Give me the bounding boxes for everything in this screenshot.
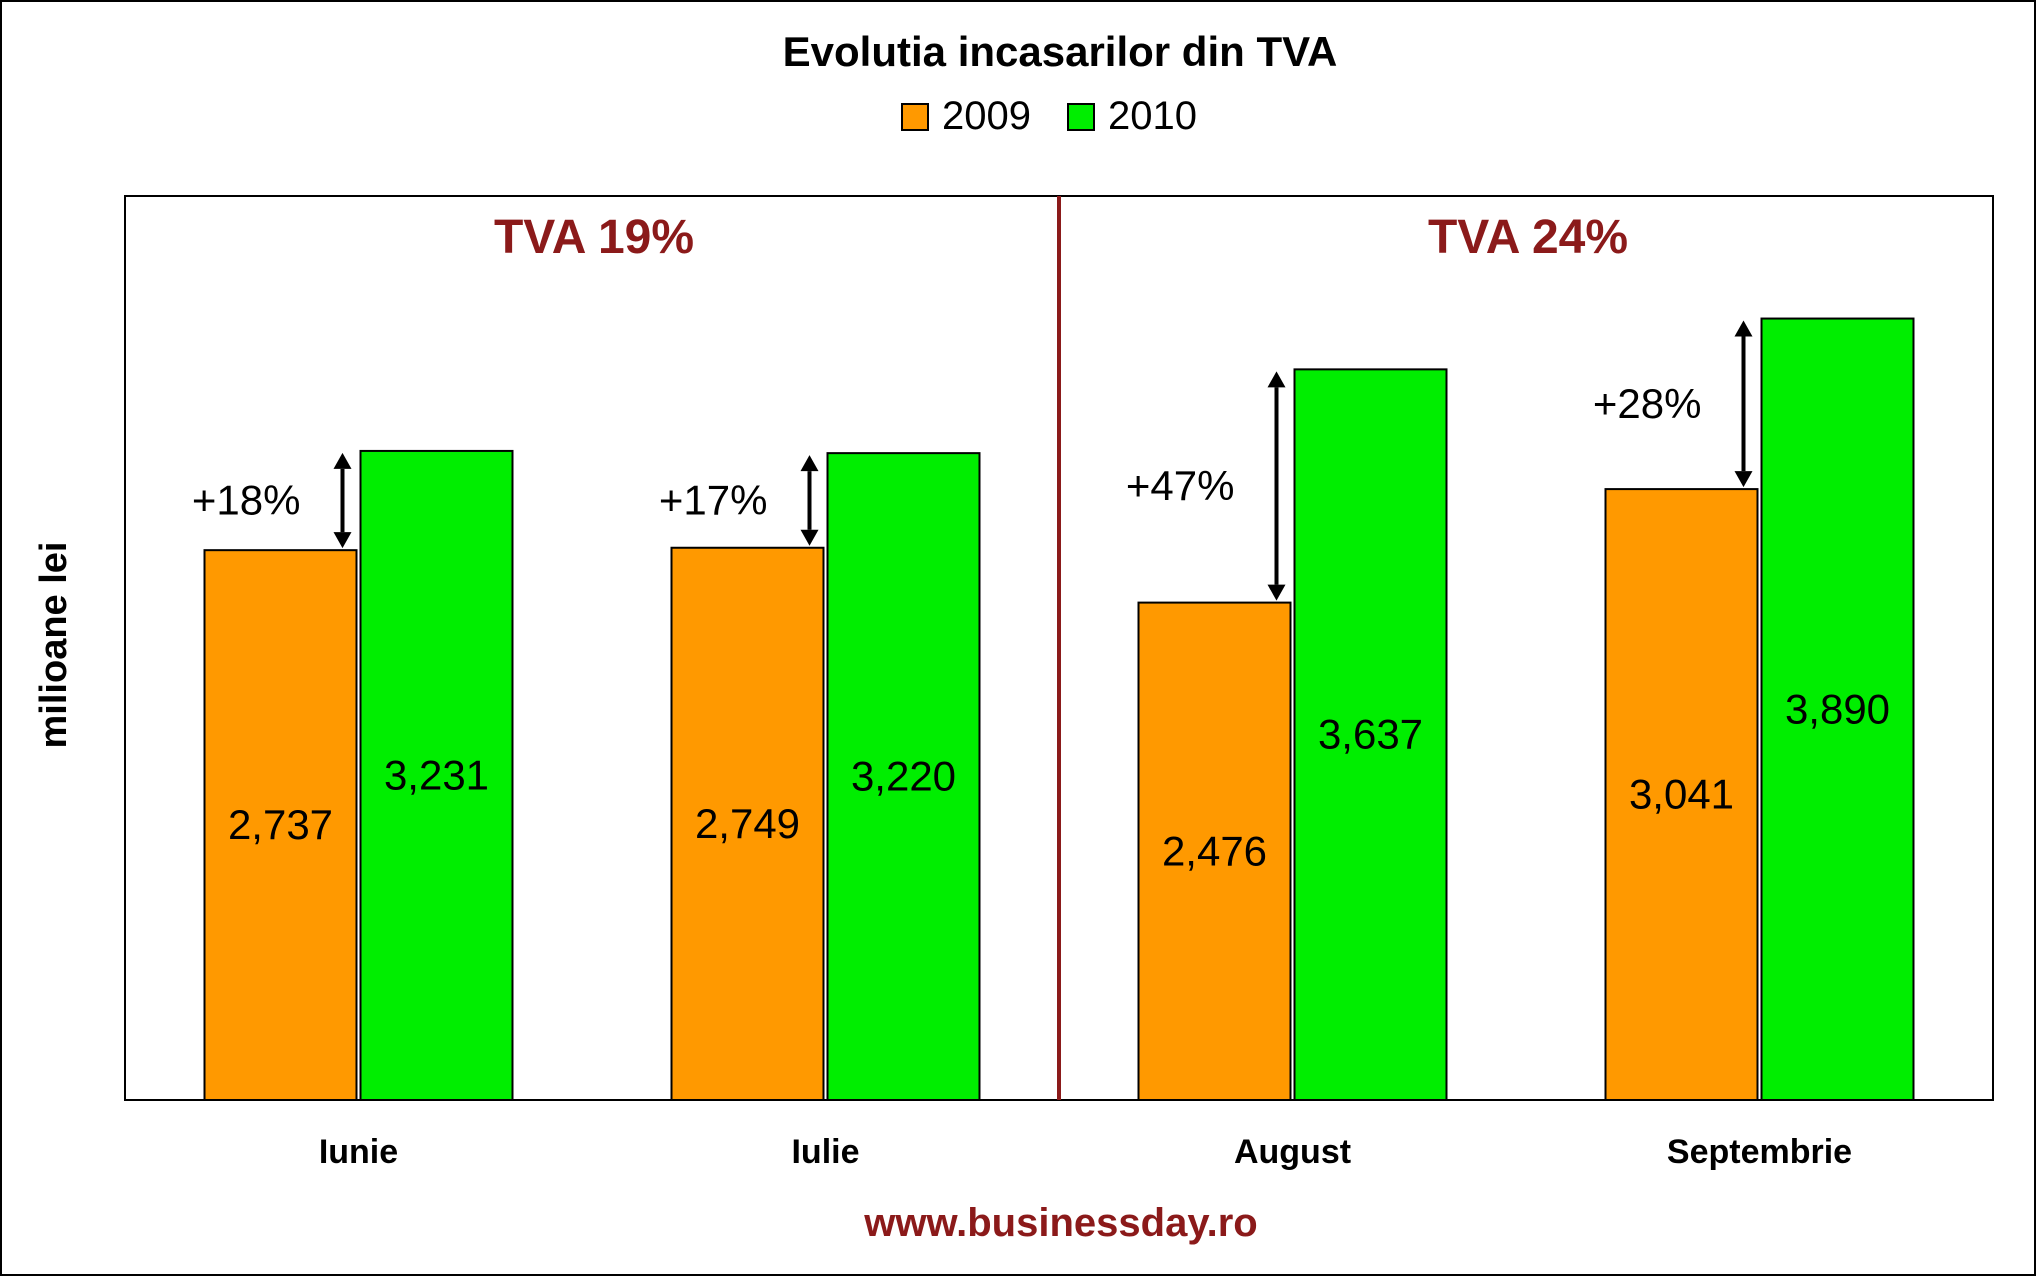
- bar-2010-august: [1293, 368, 1448, 1101]
- growth-arrow-head-down-septembrie: [1734, 471, 1753, 488]
- value-label-2009-iunie: 2,737: [228, 801, 333, 848]
- region-label-0: TVA 19%: [494, 211, 694, 264]
- legend-label-2009: 2009: [942, 94, 1031, 138]
- value-label-2010-iunie: 3,231: [384, 751, 489, 798]
- growth-arrow-head-down-iulie: [800, 529, 819, 546]
- legend: 2009 2010: [901, 94, 1197, 138]
- growth-arrow-head-down-august: [1267, 584, 1286, 601]
- bar-2010-iulie: [826, 452, 981, 1102]
- bar-2009-august: [1137, 601, 1292, 1101]
- bar-2009-iulie: [670, 546, 825, 1101]
- value-label-2010-iulie: 3,220: [851, 753, 956, 800]
- x-tick-label-iunie: Iunie: [319, 1133, 398, 1171]
- bar-2009-septembrie: [1604, 488, 1759, 1102]
- chart-marks: TVA 19% TVA 24% 2,737 3,231 +18% Iunie 2,749 3,…: [192, 196, 1915, 1171]
- chart-title: Evolutia incasarilor din TVA: [783, 28, 1338, 75]
- bar-2009-iunie: [203, 549, 358, 1101]
- bar-2010-septembrie: [1760, 317, 1915, 1101]
- value-label-2010-septembrie: 3,890: [1785, 685, 1890, 732]
- growth-arrow-head-up-iulie: [800, 455, 819, 472]
- value-label-2009-iulie: 2,749: [695, 800, 800, 847]
- growth-arrow-head-up-august: [1267, 371, 1286, 388]
- growth-label-iunie: +18%: [192, 477, 301, 524]
- y-axis-label: milioane lei: [33, 542, 75, 749]
- growth-arrow-head-down-iunie: [333, 532, 352, 549]
- legend-swatch-2010: [1067, 103, 1095, 131]
- value-label-2009-septembrie: 3,041: [1629, 771, 1734, 818]
- value-label-2009-august: 2,476: [1162, 827, 1267, 874]
- source-label: www.businessday.ro: [863, 1201, 1257, 1245]
- x-tick-label-septembrie: Septembrie: [1667, 1133, 1852, 1171]
- region-label-1: TVA 24%: [1428, 211, 1628, 264]
- growth-label-septembrie: +28%: [1593, 380, 1702, 427]
- value-label-2010-august: 3,637: [1318, 711, 1423, 758]
- x-tick-label-iulie: Iulie: [791, 1133, 859, 1171]
- growth-arrow-head-up-iunie: [333, 452, 352, 469]
- growth-label-august: +47%: [1126, 462, 1235, 509]
- growth-label-iulie: +17%: [659, 476, 768, 523]
- x-tick-label-august: August: [1234, 1133, 1351, 1171]
- bar-2010-iunie: [359, 449, 514, 1102]
- legend-swatch-2009: [901, 103, 929, 131]
- growth-arrow-head-up-septembrie: [1734, 320, 1753, 337]
- legend-label-2010: 2010: [1108, 94, 1197, 138]
